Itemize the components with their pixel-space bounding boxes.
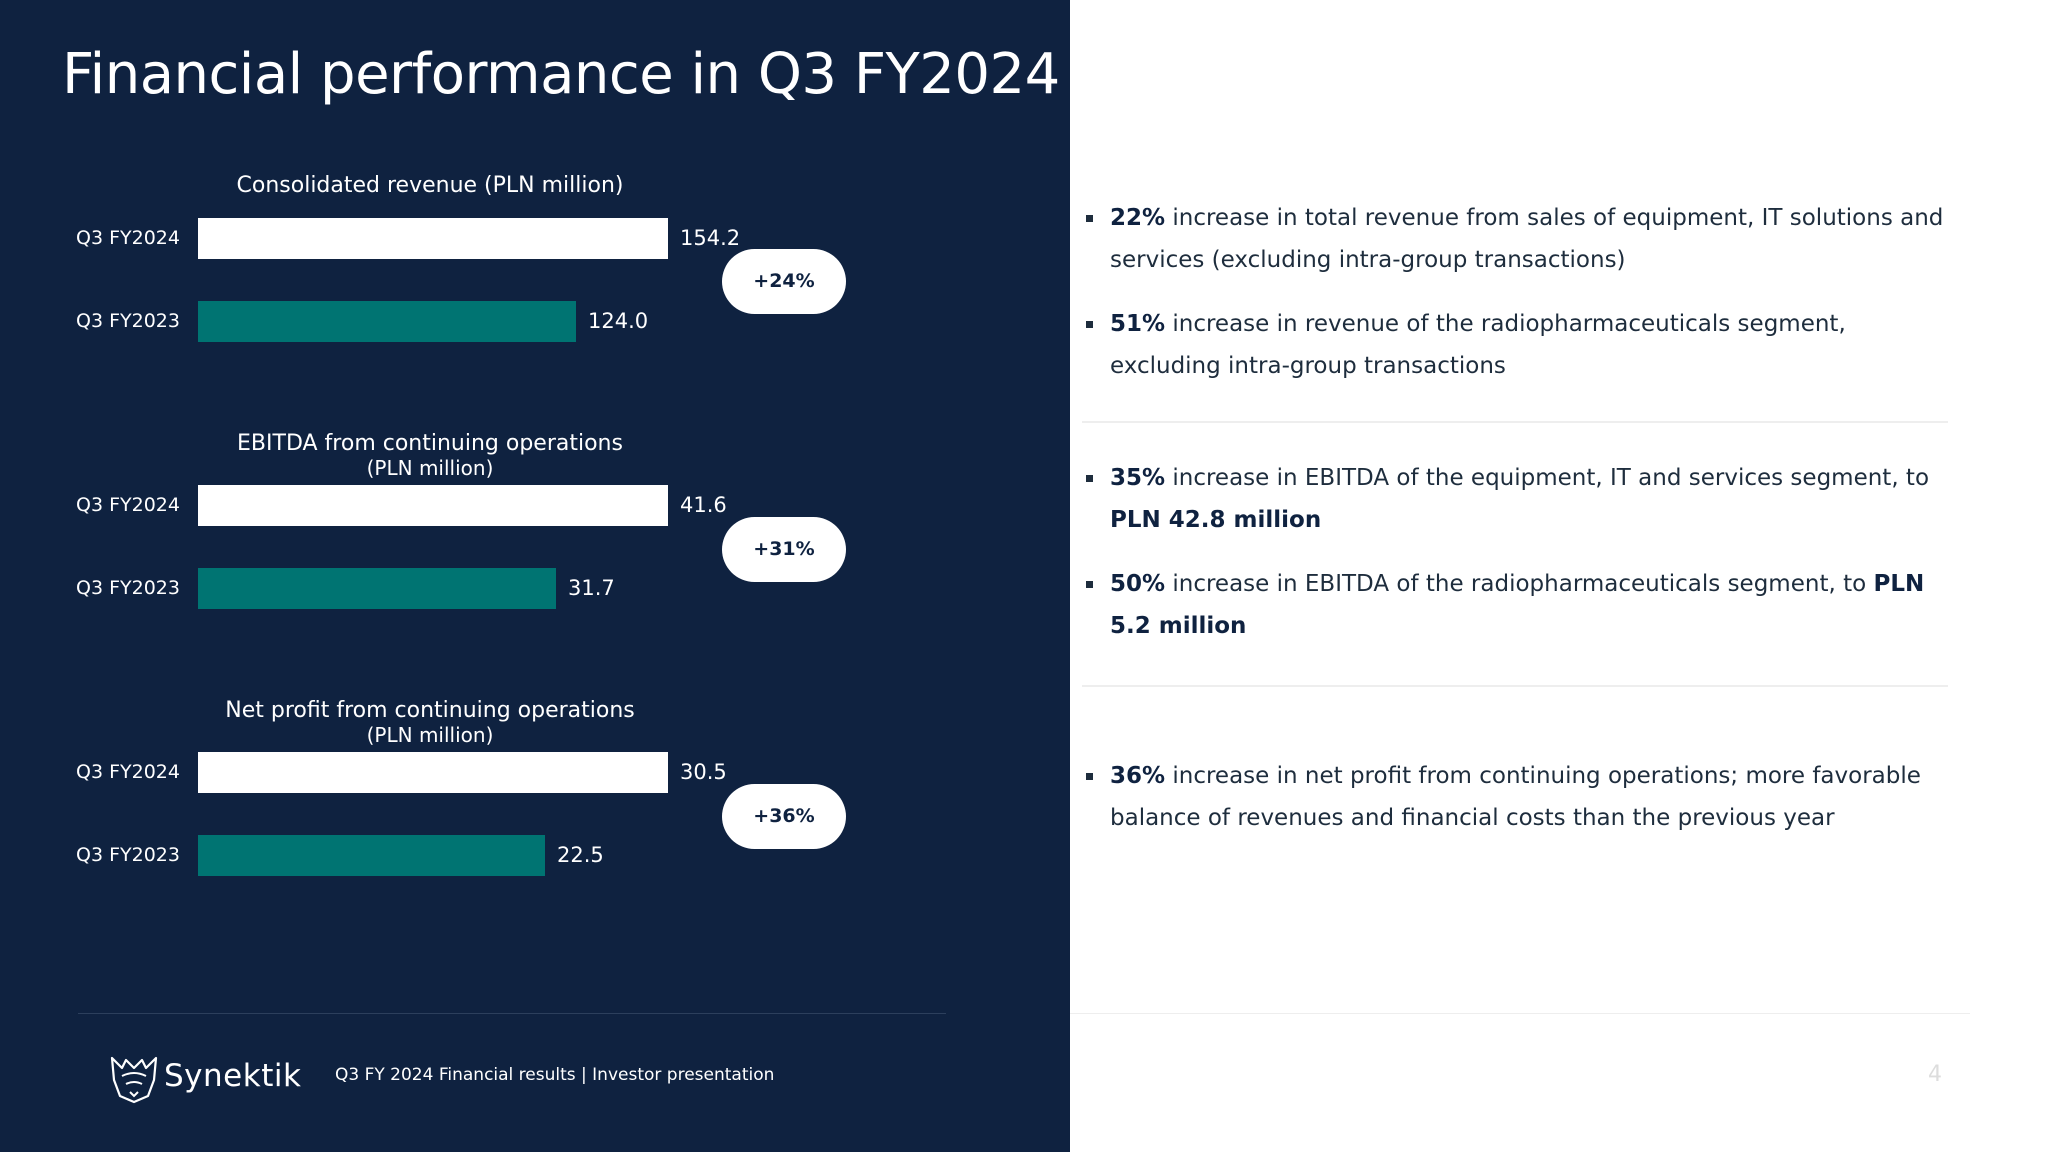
bullet-item: 35% increase in EBITDA of the equipment,… [1082, 457, 1962, 541]
company-logo[interactable]: Synektik [108, 1050, 301, 1106]
bullet-item: 22% increase in total revenue from sales… [1082, 197, 1962, 281]
section-divider [1082, 421, 1948, 423]
logo-text: Synektik [164, 1058, 302, 1094]
chart-subtitle: (PLN million) [366, 723, 494, 747]
bullet-amount: PLN 5.2 million [1110, 571, 1925, 639]
change-badge: +36% [722, 784, 846, 849]
bar-previous [198, 835, 545, 876]
bar-current [198, 218, 668, 259]
footer-caption: Q3 FY 2024 Financial results | Investor … [335, 1065, 775, 1085]
page-title: Financial performance in Q3 FY2024 [62, 42, 1060, 107]
bar-current [198, 485, 668, 526]
net-profit-bullets: 36% increase in net profit from continui… [1082, 755, 1962, 861]
chart-title-text: Consolidated revenue (PLN million) [236, 173, 624, 198]
chart-subtitle: (PLN million) [366, 456, 494, 480]
bullet-text: increase in net profit from continuing o… [1110, 763, 1921, 831]
page-number: 4 [1928, 1062, 1942, 1087]
chart-title: EBITDA from continuing operations (PLN m… [140, 430, 720, 479]
left-panel: Financial performance in Q3 FY2024 Conso… [0, 0, 1070, 1152]
ebitda-chart: EBITDA from continuing operations (PLN m… [0, 430, 1070, 680]
bar-previous [198, 301, 576, 342]
value-label-current: 30.5 [680, 760, 727, 784]
bullet-square-icon [1086, 475, 1093, 482]
bullet-highlight: 36% [1110, 763, 1166, 789]
bullet-item: 36% increase in net profit from continui… [1082, 755, 1962, 839]
revenue-bullets: 22% increase in total revenue from sales… [1082, 197, 1962, 409]
bullet-square-icon [1086, 581, 1093, 588]
chart-title: Consolidated revenue (PLN million) [140, 172, 720, 199]
logo-mark-icon [110, 1056, 158, 1104]
bullet-text: increase in total revenue from sales of … [1110, 205, 1944, 273]
bullet-highlight: 22% [1110, 205, 1166, 231]
category-label-current: Q3 FY2024 [76, 761, 180, 783]
footer-divider [1070, 1013, 1970, 1014]
value-label-current: 154.2 [680, 226, 741, 250]
bullet-text: increase in revenue of the radiopharmace… [1110, 311, 1846, 379]
bullet-square-icon [1086, 773, 1093, 780]
change-badge: +24% [722, 249, 846, 314]
category-label-previous: Q3 FY2023 [76, 310, 180, 332]
net-profit-chart: Net profit from continuing operations (P… [0, 697, 1070, 947]
category-label-previous: Q3 FY2023 [76, 577, 180, 599]
category-label-current: Q3 FY2024 [76, 494, 180, 516]
revenue-chart: Consolidated revenue (PLN million) Q3 FY… [0, 172, 1070, 422]
section-divider [1082, 685, 1948, 687]
bullet-square-icon [1086, 215, 1093, 222]
chart-title: Net profit from continuing operations (P… [140, 697, 720, 746]
bullet-square-icon [1086, 321, 1093, 328]
bullet-item: 50% increase in EBITDA of the radiopharm… [1082, 563, 1962, 647]
value-label-current: 41.6 [680, 493, 727, 517]
value-label-previous: 22.5 [557, 843, 604, 867]
category-label-current: Q3 FY2024 [76, 227, 180, 249]
value-label-previous: 31.7 [568, 576, 615, 600]
bar-current [198, 752, 668, 793]
ebitda-bullets: 35% increase in EBITDA of the equipment,… [1082, 457, 1962, 669]
value-label-previous: 124.0 [588, 309, 649, 333]
chart-title-text: Net profit from continuing operations [225, 698, 635, 723]
bar-previous [198, 568, 556, 609]
category-label-previous: Q3 FY2023 [76, 844, 180, 866]
change-badge: +31% [722, 517, 846, 582]
bullet-text: increase in EBITDA of the equipment, IT … [1165, 465, 1930, 491]
bullet-highlight: 50% [1110, 571, 1166, 597]
bullet-item: 51% increase in revenue of the radiophar… [1082, 303, 1962, 387]
bullet-highlight: 51% [1110, 311, 1166, 337]
bullet-highlight: 35% [1110, 465, 1166, 491]
bullet-amount: PLN 42.8 million [1110, 507, 1322, 533]
chart-title-text: EBITDA from continuing operations [237, 431, 623, 456]
bullet-text: increase in EBITDA of the radiopharmaceu… [1165, 571, 1874, 597]
footer-divider [78, 1013, 946, 1014]
